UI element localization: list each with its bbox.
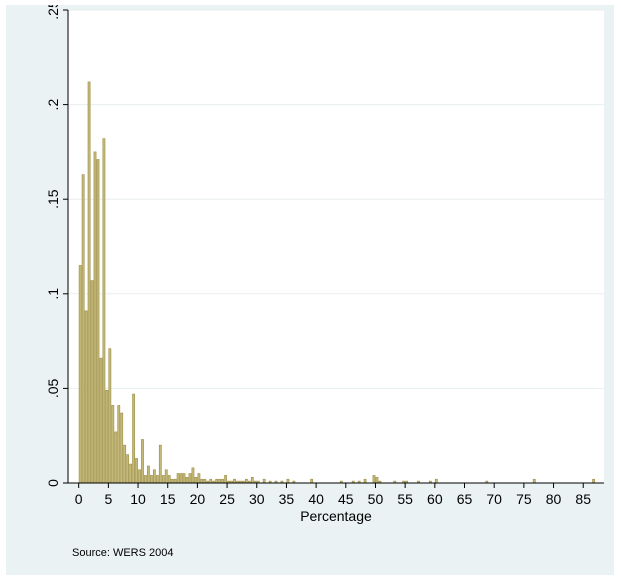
bar [135,458,138,484]
bar [129,463,133,484]
y-tick-label: .15 [45,189,61,209]
bar [147,465,150,484]
bar [164,469,168,484]
bar [150,475,153,484]
bar [372,475,376,484]
bar [200,478,204,484]
bar [224,475,227,484]
bar [105,389,109,484]
bar [221,478,225,484]
bar [155,475,159,484]
bar [78,265,82,484]
bar [188,473,192,484]
bar [194,477,198,484]
bar [167,475,171,484]
bar [161,475,165,484]
y-tick-label: 0 [45,479,61,487]
y-tick-label: .1 [45,288,61,300]
bar [93,151,97,484]
bar [532,478,536,484]
y-tick-label: .2 [45,99,61,111]
x-tick-label: 70 [486,491,502,507]
bar [233,478,236,484]
x-tick-label: 60 [427,491,443,507]
bar [218,478,222,484]
bar [108,348,112,484]
bar [434,478,438,484]
bar [120,412,124,484]
plot-area [68,10,604,483]
bar [286,478,290,484]
bar [90,280,94,484]
bar [173,478,177,484]
x-tick-label: 80 [546,491,562,507]
bar [126,454,130,484]
bar [144,475,147,484]
bar [102,138,106,484]
bar [81,174,85,484]
x-tick-label: 35 [279,491,295,507]
bar [244,478,248,484]
x-tick-label: 20 [190,491,206,507]
bar [203,478,207,484]
x-tick-label: 30 [249,491,265,507]
x-tick-label: 65 [457,491,473,507]
x-tick-label: 40 [308,491,324,507]
bar [215,478,219,484]
bar [152,469,156,484]
y-tick-label: .25 [45,5,61,20]
bar [310,478,314,484]
x-tick-label: 55 [397,491,413,507]
bar [185,477,189,484]
bar [170,478,174,484]
bar [592,478,596,484]
bar [141,439,144,484]
x-tick-label: 15 [160,491,176,507]
bar [191,467,195,484]
bar [96,159,100,484]
bar [209,478,213,484]
bar [179,473,183,484]
bar [363,478,367,484]
x-tick-label: 0 [75,491,83,507]
y-tick-label: .05 [45,378,61,398]
chart-figure: 0 .05 .1 .15 .2 .25 0 5 10 15 20 25 30 35 40 45 50 55 60 65… [6,5,614,575]
x-tick-label: 50 [368,491,384,507]
bar [176,473,180,484]
bar [87,81,91,484]
bar [250,477,254,484]
x-axis-title: Percentage [300,508,372,524]
source-note: Source: WERS 2004 [72,547,174,559]
bar [375,477,379,484]
tick-labels: 0 .05 .1 .15 .2 .25 0 5 10 15 20 25 30 35 40 45 50 55 60 65… [45,5,591,507]
bar [117,405,121,484]
x-tick-label: 25 [219,491,235,507]
bar [123,444,127,484]
x-tick-label: 10 [130,491,146,507]
bar [84,310,88,484]
x-tick-label: 45 [338,491,354,507]
bar [99,357,103,484]
x-tick-label: 85 [575,491,591,507]
bar [182,473,186,484]
grid-lines [68,9,604,389]
bar [111,405,115,484]
bar [197,473,201,484]
bar [132,393,135,484]
x-tick-label: 75 [516,491,532,507]
x-tick-label: 5 [104,491,112,507]
chart-svg: 0 .05 .1 .15 .2 .25 0 5 10 15 20 25 30 35 40 45 50 55 60 65… [45,5,604,524]
bar [158,444,162,484]
bars [78,81,596,484]
bar [138,469,141,484]
bar [262,478,266,484]
bar [114,431,118,484]
axes [63,9,604,488]
